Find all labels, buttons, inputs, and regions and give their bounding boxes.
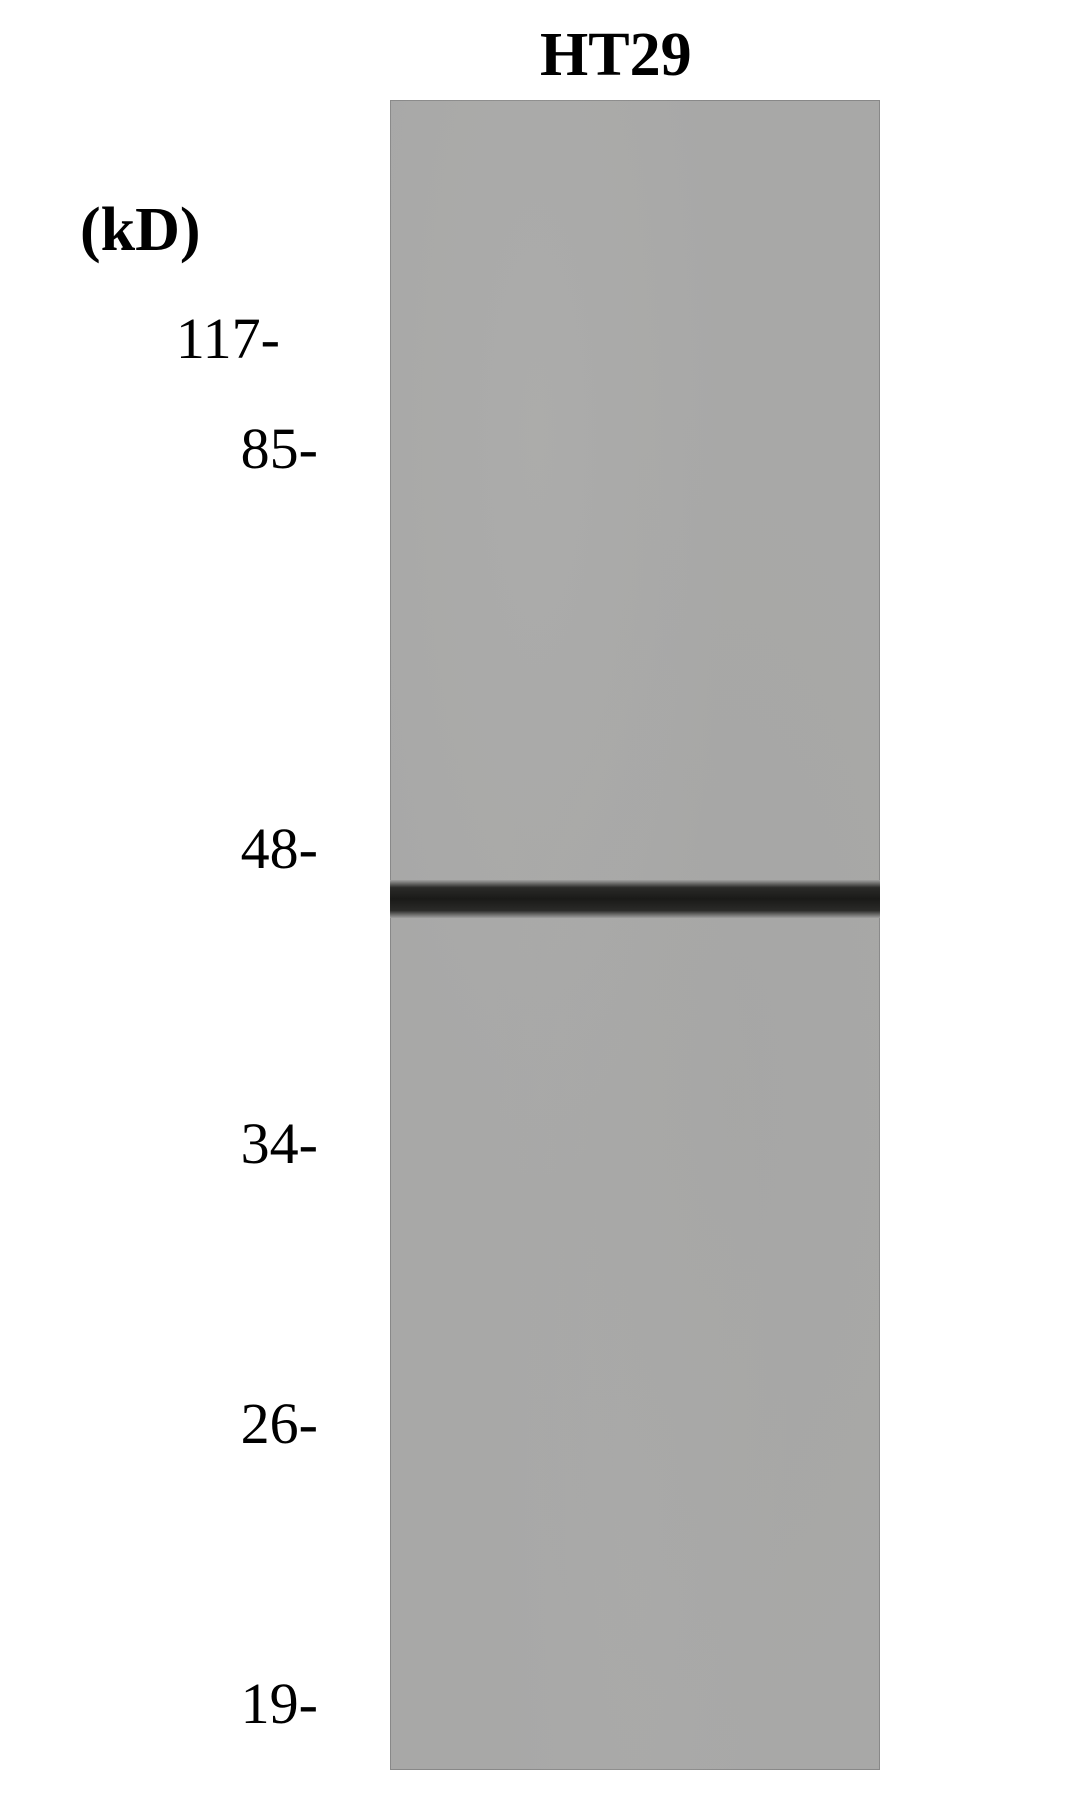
protein-band	[390, 880, 880, 918]
mw-marker-48: 48-	[118, 815, 318, 882]
lane-title: HT29	[540, 20, 692, 91]
blot-lane	[390, 100, 880, 1770]
blot-figure-container: HT29 (kD) 117- 85- 48- 34- 26- 19-	[0, 0, 1080, 1809]
mw-marker-19: 19-	[118, 1670, 318, 1737]
mw-marker-117: 117-	[80, 305, 280, 372]
mw-marker-26: 26-	[118, 1390, 318, 1457]
unit-label: (kD)	[80, 195, 201, 266]
mw-marker-34: 34-	[118, 1110, 318, 1177]
mw-marker-85: 85-	[118, 415, 318, 482]
